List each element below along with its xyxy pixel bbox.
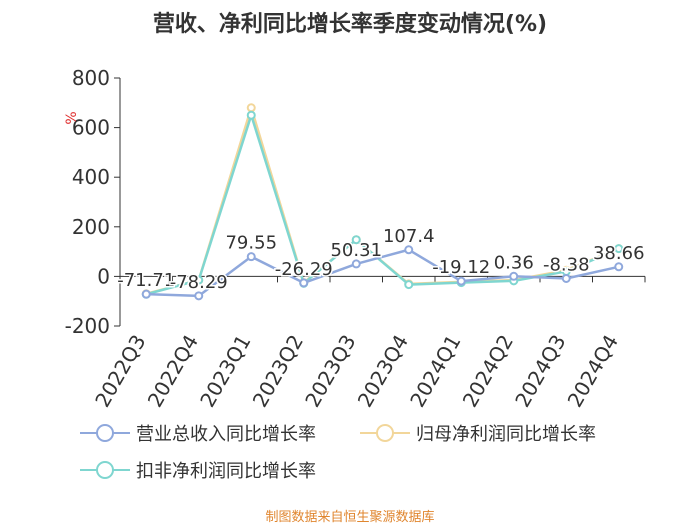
data-point-revenue bbox=[404, 245, 414, 255]
y-unit-label: % bbox=[64, 111, 80, 124]
legend-item-revenue[interactable]: 营业总收入同比增长率 bbox=[80, 420, 316, 446]
data-point-revenue bbox=[141, 289, 151, 299]
data-label-revenue: -78.29 bbox=[170, 272, 228, 293]
legend-marker-net-profit bbox=[360, 424, 410, 442]
series-line-revenue bbox=[146, 248, 620, 298]
source-footer: 制图数据来自恒生聚源数据库 bbox=[265, 510, 435, 525]
data-point-deducted_profit bbox=[404, 280, 414, 290]
legend-label-deducted-profit: 扣非净利润同比增长率 bbox=[136, 461, 316, 482]
x-tick-label: 2024Q4 bbox=[563, 331, 623, 412]
data-point-revenue bbox=[299, 278, 309, 288]
data-label-revenue: 0.36 bbox=[494, 252, 534, 273]
data-label-revenue: -19.12 bbox=[432, 257, 490, 278]
data-label-revenue: 79.55 bbox=[225, 233, 277, 254]
data-point-deducted_profit bbox=[246, 110, 256, 120]
data-label-revenue: -8.38 bbox=[543, 254, 590, 275]
data-label-revenue: -71.71 bbox=[117, 270, 175, 291]
data-point-revenue bbox=[194, 291, 204, 301]
series-layer bbox=[141, 103, 624, 301]
legend-label-net-profit: 归母净利润同比增长率 bbox=[416, 424, 596, 445]
legend-marker-deducted-profit bbox=[80, 461, 130, 479]
y-tick-label: 600 bbox=[72, 116, 110, 140]
data-point-revenue bbox=[456, 276, 466, 286]
data-label-revenue: 107.4 bbox=[383, 226, 435, 247]
data-point-deducted_profit bbox=[351, 235, 361, 245]
x-tick-label: 2023Q4 bbox=[353, 331, 413, 412]
x-tick-label: 2023Q3 bbox=[300, 331, 360, 412]
data-label-revenue: -26.29 bbox=[275, 259, 333, 280]
chart-title: 营收、净利同比增长率季度变动情况(%) bbox=[152, 12, 548, 37]
x-tick-label: 2024Q3 bbox=[510, 331, 570, 412]
data-point-net_profit bbox=[246, 103, 256, 113]
data-point-revenue bbox=[246, 252, 256, 262]
legend-item-net-profit[interactable]: 归母净利润同比增长率 bbox=[360, 420, 596, 446]
y-tick-label: 800 bbox=[72, 66, 110, 90]
data-point-deducted_profit bbox=[194, 275, 204, 285]
y-tick-label: 400 bbox=[72, 165, 110, 189]
data-point-revenue bbox=[509, 271, 519, 281]
x-tick-label: 2024Q2 bbox=[458, 331, 518, 412]
data-label-revenue: 38.66 bbox=[593, 243, 645, 264]
y-tick-label: 0 bbox=[97, 264, 110, 288]
x-tick-label: 2024Q1 bbox=[405, 331, 465, 412]
x-tick-label: 2023Q1 bbox=[195, 331, 255, 412]
x-tick-label: 2023Q2 bbox=[248, 331, 308, 412]
data-point-revenue bbox=[351, 259, 361, 269]
legend-label-revenue: 营业总收入同比增长率 bbox=[136, 424, 316, 445]
data-label-revenue: 50.31 bbox=[330, 240, 382, 261]
legend-item-deducted-profit[interactable]: 扣非净利润同比增长率 bbox=[80, 457, 316, 483]
y-tick-label: 200 bbox=[72, 215, 110, 239]
data-point-revenue bbox=[614, 262, 624, 272]
x-tick-label: 2022Q4 bbox=[143, 331, 203, 412]
data-point-revenue bbox=[561, 273, 571, 283]
x-tick-label: 2022Q3 bbox=[90, 331, 150, 412]
data-point-deducted_profit bbox=[614, 244, 624, 254]
legend-marker-revenue bbox=[80, 424, 130, 442]
y-tick-label: -200 bbox=[65, 314, 110, 338]
